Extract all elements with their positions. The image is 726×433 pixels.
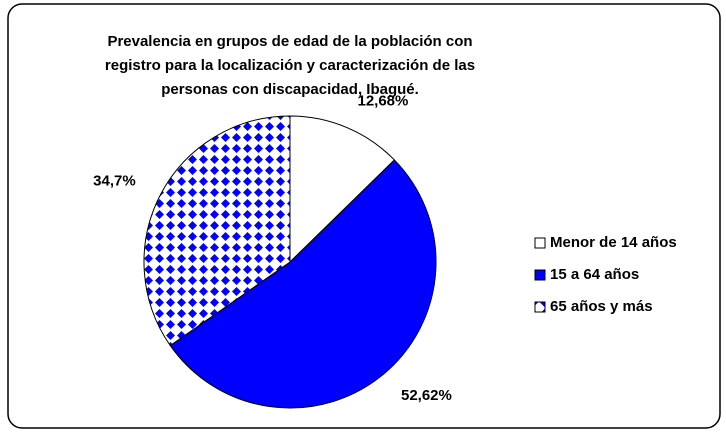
legend-swatch xyxy=(534,269,546,281)
pie-slice xyxy=(169,159,437,409)
data-label: 52,62% xyxy=(401,387,452,404)
data-label: 34,7% xyxy=(93,173,136,190)
pie-slice xyxy=(289,115,396,264)
data-label: 12,68% xyxy=(357,93,408,110)
legend-swatch xyxy=(534,301,546,313)
chart-title: registro para la localización y caracter… xyxy=(105,57,475,74)
legend-swatch xyxy=(534,237,546,249)
legend-label: Menor de 14 años xyxy=(550,234,677,251)
chart-title: personas con discapacidad, Ibagué. xyxy=(161,81,419,98)
legend-label: 65 años y más xyxy=(550,298,653,315)
chart-title: Prevalencia en grupos de edad de la pobl… xyxy=(107,33,472,50)
legend-label: 15 a 64 años xyxy=(550,266,639,283)
pie-slice xyxy=(143,115,291,347)
